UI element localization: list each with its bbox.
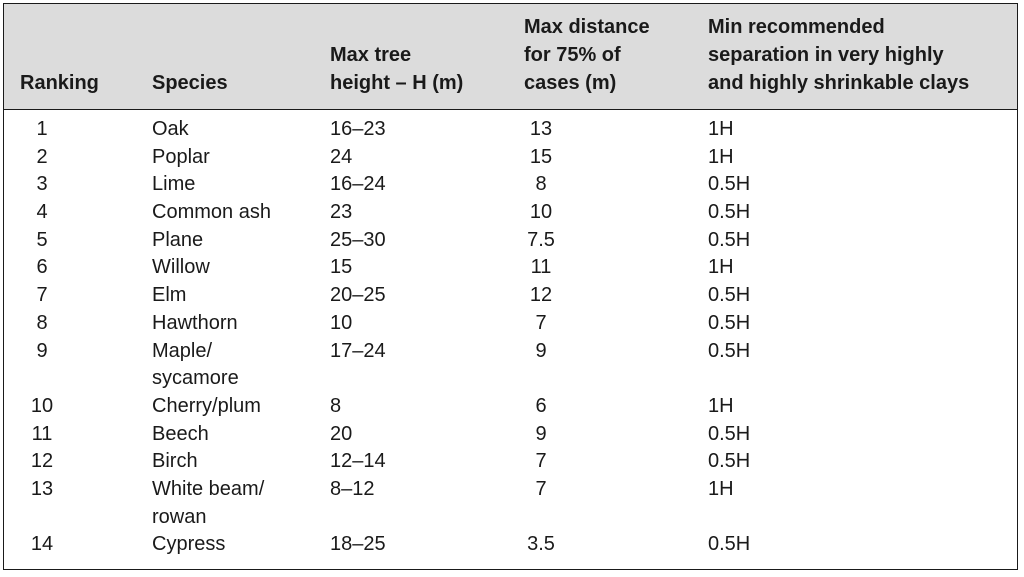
table-row: 14 Cypress 18–25 3.5 0.5H (4, 531, 1017, 559)
table-row: 12 Birch 12–14 7 0.5H (4, 448, 1017, 476)
table-body: 1 Oak 16–23 13 1H 2 Poplar 24 15 1H 3 Lime 16–24 8 0.5… (4, 116, 1017, 559)
ranking-cell: 14 (30, 533, 54, 556)
species-cell: Poplar (152, 145, 210, 168)
table-row: 5 Plane 25–30 7.5 0.5H (4, 227, 1017, 255)
distance-cell: 12 (529, 284, 553, 307)
ranking-cell: 5 (36, 228, 48, 251)
species-cell: Plane (152, 228, 204, 251)
table-row: 4 Common ash 23 10 0.5H (4, 199, 1017, 227)
separation-cell: 1H (708, 394, 734, 417)
distance-cell: 15 (529, 145, 553, 168)
distance-cell: 9 (535, 339, 547, 362)
species-cell: Birch (152, 450, 198, 473)
distance-cell: 11 (530, 256, 552, 279)
distance-cell: 10 (529, 201, 553, 224)
distance-cell: 6 (535, 394, 547, 417)
height-cell: 20 (330, 422, 353, 445)
ranking-cell: 9 (36, 339, 48, 362)
distance-cell: 13 (529, 118, 553, 140)
header-distance: Max distance for 75% of cases (m) (524, 16, 650, 94)
separation-cell: 1H (708, 477, 734, 500)
distance-cell: 8 (535, 173, 547, 196)
distance-cell: 7 (535, 311, 547, 334)
species-cell: Willow (152, 256, 210, 279)
height-cell: 10 (330, 311, 353, 334)
species-cell: Cypress (152, 533, 226, 556)
ranking-cell: 11 (31, 422, 53, 445)
species-cell: Maple/ sycamore (152, 339, 239, 390)
height-cell: 8–12 (330, 477, 375, 500)
table-header: Ranking Species Max tree height – H (m) … (4, 4, 1017, 110)
separation-cell: 0.5H (708, 173, 751, 196)
separation-cell: 0.5H (708, 228, 751, 251)
distance-cell: 3.5 (527, 533, 555, 556)
height-cell: 18–25 (330, 533, 386, 556)
table-row: 8 Hawthorn 10 7 0.5H (4, 310, 1017, 338)
height-cell: 23 (330, 201, 353, 224)
species-cell: Hawthorn (152, 311, 238, 334)
height-cell: 17–24 (330, 339, 386, 362)
height-cell: 16–24 (330, 173, 386, 196)
species-cell: Common ash (152, 201, 271, 224)
table-row: 2 Poplar 24 15 1H (4, 144, 1017, 172)
table-row: 10 Cherry/plum 8 6 1H (4, 393, 1017, 421)
separation-cell: 0.5H (708, 201, 751, 224)
height-cell: 8 (330, 394, 342, 417)
species-cell: Oak (152, 118, 189, 140)
separation-cell: 0.5H (708, 339, 751, 362)
ranking-cell: 10 (30, 394, 54, 417)
table-row: 9 Maple/ sycamore 17–24 9 0.5H (4, 338, 1017, 393)
species-cell: Elm (152, 284, 187, 307)
ranking-cell: 6 (36, 256, 48, 279)
ranking-cell: 7 (36, 284, 48, 307)
header-height: Max tree height – H (m) (330, 44, 464, 94)
header-species: Species (152, 72, 228, 94)
ranking-cell: 13 (30, 477, 54, 500)
separation-cell: 1H (708, 145, 734, 168)
table-row: 1 Oak 16–23 13 1H (4, 116, 1017, 144)
table-row: 6 Willow 15 11 1H (4, 254, 1017, 282)
separation-cell: 1H (708, 256, 734, 279)
ranking-cell: 1 (36, 118, 48, 140)
separation-cell: 0.5H (708, 311, 751, 334)
distance-cell: 7 (535, 450, 547, 473)
header-ranking: Ranking (20, 72, 99, 94)
species-cell: White beam/ rowan (152, 477, 265, 528)
species-cell: Lime (152, 173, 196, 196)
table-row: 13 White beam/ rowan 8–12 7 1H (4, 476, 1017, 531)
height-cell: 12–14 (330, 450, 386, 473)
height-cell: 24 (330, 145, 353, 168)
separation-cell: 0.5H (708, 284, 751, 307)
ranking-cell: 4 (36, 201, 48, 224)
separation-cell: 0.5H (708, 533, 751, 556)
table-row: 7 Elm 20–25 12 0.5H (4, 282, 1017, 310)
height-cell: 16–23 (330, 118, 386, 140)
height-cell: 25–30 (330, 228, 386, 251)
species-cell: Cherry/plum (152, 394, 261, 417)
distance-cell: 7 (535, 477, 547, 500)
height-cell: 20–25 (330, 284, 386, 307)
separation-cell: 0.5H (708, 422, 751, 445)
tree-table: Ranking Species Max tree height – H (m) … (3, 3, 1018, 570)
table-row: 11 Beech 20 9 0.5H (4, 421, 1017, 449)
ranking-cell: 3 (36, 173, 48, 196)
height-cell: 15 (330, 256, 353, 279)
separation-cell: 0.5H (708, 450, 751, 473)
ranking-cell: 12 (30, 450, 54, 473)
distance-cell: 9 (535, 422, 547, 445)
table-row: 3 Lime 16–24 8 0.5H (4, 171, 1017, 199)
species-cell: Beech (152, 422, 209, 445)
ranking-cell: 2 (36, 145, 48, 168)
distance-cell: 7.5 (527, 228, 555, 251)
header-separation: Min recommended separation in very highl… (708, 16, 970, 94)
ranking-cell: 8 (36, 311, 48, 334)
separation-cell: 1H (708, 118, 734, 140)
